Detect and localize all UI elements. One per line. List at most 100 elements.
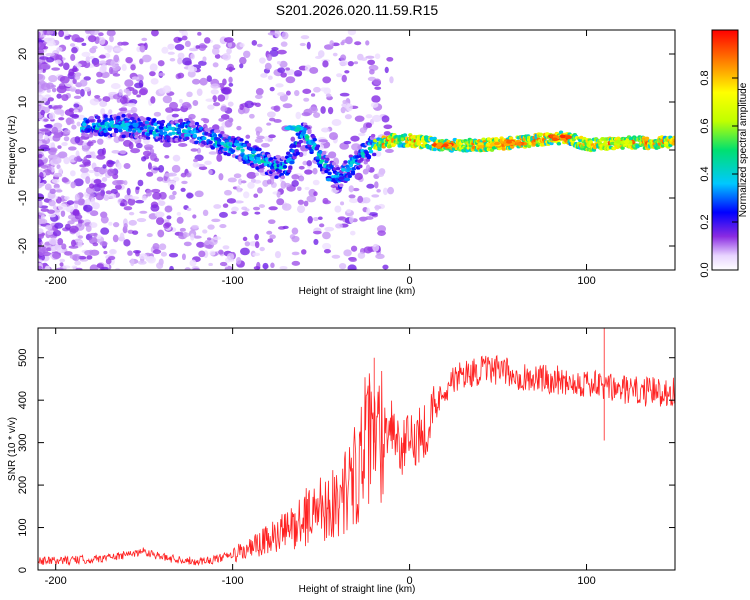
snr-series-line [38,328,675,567]
noise-speckle [81,42,87,46]
ridge-cell [603,140,608,144]
noise-speckle [85,154,93,159]
ridge-cell [373,138,378,143]
noise-speckle [353,61,359,65]
noise-speckle [244,100,254,109]
noise-speckle [38,199,43,208]
noise-speckle [61,142,68,147]
ridge-cell [145,136,151,140]
noise-speckle [111,64,121,71]
noise-speckle [342,99,347,104]
ridge-cell [82,122,87,127]
noise-speckle [89,222,98,228]
ridge-cell [347,174,352,179]
noise-speckle [46,41,56,47]
noise-speckle [131,76,140,80]
noise-speckle [341,39,350,44]
noise-speckle [99,60,107,65]
noise-speckle [332,52,338,57]
noise-speckle [108,66,114,75]
ridge-cell [346,167,351,171]
noise-speckle [123,88,130,94]
noise-speckle [203,37,211,44]
peak-cell [623,139,630,144]
noise-speckle [160,251,168,257]
ridge-cell [288,153,293,158]
noise-speckle [190,233,195,241]
noise-speckle [89,183,95,189]
ridge-cell [359,158,364,162]
noise-speckle [308,106,318,114]
noise-speckle [130,64,136,71]
ridge-cell [298,139,304,144]
noise-speckle [38,193,45,201]
noise-speckle [274,30,281,38]
snr-frame [37,327,676,571]
noise-speckle [268,206,278,211]
noise-speckle [50,245,57,253]
noise-speckle [130,258,135,267]
ridge-cell [93,132,99,137]
ridge-cell [101,124,106,129]
noise-speckle [129,196,140,200]
noise-speckle [119,150,127,155]
noise-speckle [38,238,42,243]
ridge-cell [556,141,562,146]
noise-speckle [268,134,276,139]
noise-speckle [318,139,328,143]
noise-speckle [340,54,347,62]
noise-speckle [224,93,229,101]
noise-speckle [124,79,134,87]
noise-speckle [299,42,306,47]
noise-speckle [192,214,197,219]
ridge-cell [86,125,91,129]
noise-speckle [38,31,41,38]
noise-speckle [169,184,175,191]
ridge-cell [376,137,381,141]
spectrogram-y-tick-label: 20 [17,48,29,60]
noise-speckle [350,135,360,142]
noise-speckle [334,205,342,213]
noise-speckle [158,72,166,77]
noise-speckle [226,198,237,204]
noise-speckle [69,43,76,47]
noise-speckle [68,245,79,249]
ridge-cell [194,121,200,126]
ridge-cell [109,120,115,125]
noise-speckle [227,177,237,183]
noise-speckle [218,173,224,181]
ridge-cell [325,154,330,159]
ridge-cell [210,146,216,150]
noise-speckle [155,217,165,226]
ridge-cell [558,130,564,135]
noise-speckle [339,60,349,67]
noise-speckle [294,89,300,97]
noise-speckle [109,248,117,255]
noise-speckle [59,258,66,263]
ridge-cell [272,172,277,176]
noise-speckle [76,155,81,161]
noise-speckle [372,243,380,252]
noise-speckle [56,85,67,94]
noise-speckle [39,171,44,179]
peak-cell [325,177,332,182]
noise-speckle [262,262,269,270]
noise-speckle [96,154,106,160]
noise-speckle [207,104,215,110]
noise-speckle [174,44,185,51]
noise-speckle [371,194,380,198]
noise-speckle [150,78,159,85]
noise-speckle [204,160,212,166]
noise-speckle [375,253,385,259]
noise-speckle [146,171,154,177]
noise-speckle [302,160,308,166]
noise-speckle [254,211,261,215]
noise-speckle [136,94,142,98]
ridge-cell [103,129,108,134]
noise-speckle [291,251,300,256]
noise-speckle [230,211,237,215]
noise-speckle [48,237,58,245]
noise-speckle [81,51,91,58]
noise-speckle [77,240,83,248]
noise-speckle [259,246,265,252]
